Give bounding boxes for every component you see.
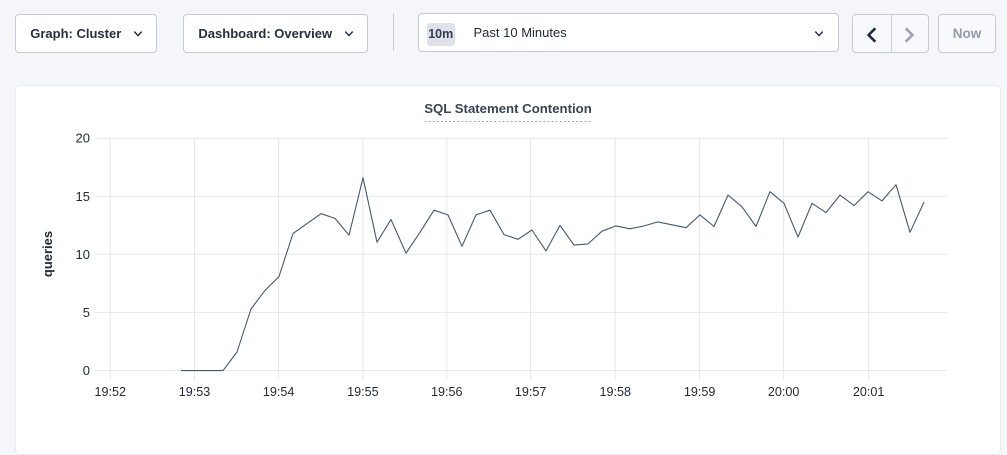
svg-text:19:53: 19:53 bbox=[179, 385, 211, 399]
svg-text:19:54: 19:54 bbox=[263, 385, 295, 399]
svg-text:19:58: 19:58 bbox=[599, 385, 631, 399]
svg-text:20: 20 bbox=[76, 131, 90, 146]
svg-text:19:55: 19:55 bbox=[347, 385, 379, 399]
svg-text:queries: queries bbox=[40, 231, 55, 277]
svg-text:10: 10 bbox=[76, 247, 90, 262]
svg-text:5: 5 bbox=[83, 305, 90, 320]
svg-text:19:52: 19:52 bbox=[94, 385, 126, 399]
svg-text:15: 15 bbox=[76, 189, 90, 204]
svg-text:19:59: 19:59 bbox=[684, 385, 716, 399]
svg-text:20:01: 20:01 bbox=[853, 385, 885, 399]
svg-text:19:57: 19:57 bbox=[515, 385, 547, 399]
svg-text:19:56: 19:56 bbox=[431, 385, 463, 399]
svg-text:0: 0 bbox=[83, 363, 90, 378]
svg-text:20:00: 20:00 bbox=[768, 385, 800, 399]
